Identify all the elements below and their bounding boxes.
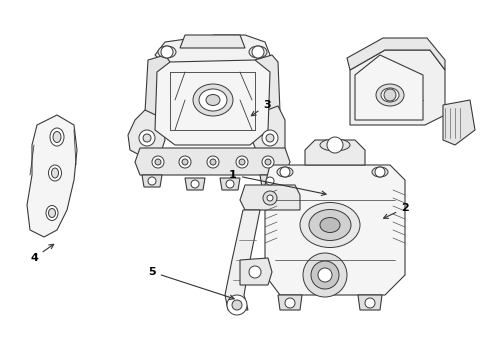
Circle shape [182, 159, 188, 165]
Circle shape [285, 298, 295, 308]
Polygon shape [443, 100, 475, 145]
Ellipse shape [381, 88, 399, 102]
Polygon shape [260, 175, 280, 187]
Circle shape [249, 266, 261, 278]
Circle shape [236, 156, 248, 168]
Polygon shape [145, 55, 175, 118]
Ellipse shape [277, 167, 293, 177]
Circle shape [327, 137, 343, 153]
Circle shape [262, 156, 274, 168]
Polygon shape [128, 110, 165, 158]
Circle shape [365, 298, 375, 308]
Ellipse shape [309, 210, 351, 240]
Circle shape [266, 134, 274, 142]
Polygon shape [278, 295, 302, 310]
Ellipse shape [158, 46, 176, 58]
Circle shape [226, 180, 234, 188]
Circle shape [152, 156, 164, 168]
Polygon shape [347, 38, 445, 70]
Circle shape [303, 253, 347, 297]
Circle shape [227, 295, 247, 315]
Ellipse shape [50, 128, 64, 146]
Polygon shape [248, 55, 280, 118]
Ellipse shape [193, 84, 233, 116]
Polygon shape [240, 258, 272, 285]
Circle shape [262, 130, 278, 146]
Polygon shape [180, 35, 245, 48]
Text: 4: 4 [30, 244, 54, 263]
Polygon shape [265, 165, 405, 295]
Polygon shape [252, 106, 285, 158]
Circle shape [311, 261, 339, 289]
Ellipse shape [249, 46, 267, 58]
Circle shape [263, 191, 277, 205]
Circle shape [384, 89, 396, 101]
Circle shape [375, 167, 385, 177]
Ellipse shape [376, 84, 404, 106]
Polygon shape [220, 178, 240, 190]
Circle shape [148, 177, 156, 185]
Ellipse shape [372, 167, 388, 177]
Text: 1: 1 [229, 170, 326, 195]
Text: 3: 3 [251, 100, 271, 116]
Polygon shape [355, 55, 423, 120]
Ellipse shape [206, 95, 220, 105]
Circle shape [267, 195, 273, 201]
Polygon shape [305, 140, 365, 165]
Ellipse shape [199, 89, 227, 111]
Polygon shape [225, 210, 260, 310]
Circle shape [210, 159, 216, 165]
Polygon shape [142, 175, 162, 187]
Polygon shape [358, 295, 382, 310]
Polygon shape [155, 60, 270, 145]
Polygon shape [240, 185, 300, 210]
Ellipse shape [300, 202, 360, 248]
Ellipse shape [51, 168, 58, 178]
Circle shape [232, 300, 242, 310]
Circle shape [191, 180, 199, 188]
Circle shape [207, 156, 219, 168]
Circle shape [265, 159, 271, 165]
Ellipse shape [49, 208, 55, 217]
Ellipse shape [49, 165, 62, 181]
Circle shape [161, 46, 173, 58]
Ellipse shape [46, 206, 58, 220]
Polygon shape [350, 50, 445, 125]
Polygon shape [27, 115, 77, 237]
Ellipse shape [320, 217, 340, 233]
Polygon shape [185, 178, 205, 190]
Circle shape [239, 159, 245, 165]
Polygon shape [135, 148, 290, 175]
Circle shape [139, 130, 155, 146]
Circle shape [143, 134, 151, 142]
Ellipse shape [320, 139, 350, 151]
Circle shape [179, 156, 191, 168]
Polygon shape [155, 35, 270, 65]
Text: 2: 2 [384, 203, 409, 219]
Ellipse shape [53, 131, 61, 143]
Circle shape [252, 46, 264, 58]
Circle shape [280, 167, 290, 177]
Circle shape [318, 268, 332, 282]
Text: 5: 5 [148, 267, 234, 300]
Circle shape [266, 177, 274, 185]
Circle shape [155, 159, 161, 165]
